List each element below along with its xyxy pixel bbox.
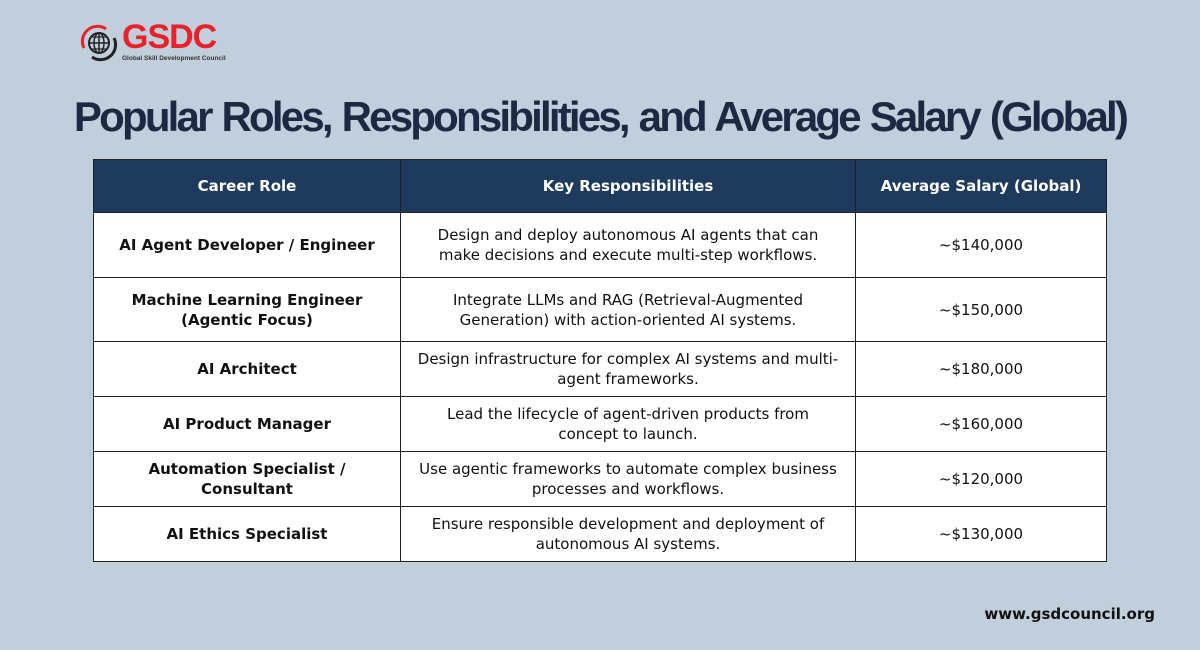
role-cell: AI Product Manager — [93, 396, 401, 452]
role-cell: AI Architect — [93, 341, 401, 397]
responsibilities-cell: Lead the lifecycle of agent-driven produ… — [400, 396, 856, 452]
logo-text: GSDC — [122, 18, 217, 56]
gsdc-logo: GSDC Global Skill Development Council — [78, 18, 228, 64]
role-cell: Automation Specialist / Consultant — [93, 451, 401, 507]
table-row: AI Agent Developer / Engineer Design and… — [93, 212, 1107, 278]
header-key-responsibilities: Key Responsibilities — [400, 159, 856, 213]
salary-cell: ~$140,000 — [855, 212, 1107, 278]
role-cell: AI Agent Developer / Engineer — [93, 212, 401, 278]
role-cell: Machine Learning Engineer (Agentic Focus… — [93, 277, 401, 342]
salary-cell: ~$180,000 — [855, 341, 1107, 397]
salary-cell: ~$160,000 — [855, 396, 1107, 452]
responsibilities-cell: Ensure responsible development and deplo… — [400, 506, 856, 562]
role-cell: AI Ethics Specialist — [93, 506, 401, 562]
salary-cell: ~$150,000 — [855, 277, 1107, 342]
website-url: www.gsdcouncil.org — [984, 605, 1155, 623]
table-row: AI Ethics Specialist Ensure responsible … — [93, 506, 1107, 562]
responsibilities-cell: Design infrastructure for complex AI sys… — [400, 341, 856, 397]
page-title: Popular Roles, Responsibilities, and Ave… — [73, 93, 1129, 140]
logo-subtitle: Global Skill Development Council — [122, 55, 226, 62]
salary-cell: ~$120,000 — [855, 451, 1107, 507]
header-career-role: Career Role — [93, 159, 401, 213]
responsibilities-cell: Design and deploy autonomous AI agents t… — [400, 212, 856, 278]
roles-table: Career Role Key Responsibilities Average… — [93, 159, 1107, 562]
responsibilities-cell: Integrate LLMs and RAG (Retrieval-Augmen… — [400, 277, 856, 342]
salary-cell: ~$130,000 — [855, 506, 1107, 562]
globe-icon — [80, 24, 118, 62]
header-average-salary: Average Salary (Global) — [855, 159, 1107, 213]
table-header-row: Career Role Key Responsibilities Average… — [93, 159, 1107, 213]
table-row: Automation Specialist / Consultant Use a… — [93, 451, 1107, 507]
responsibilities-cell: Use agentic frameworks to automate compl… — [400, 451, 856, 507]
table-row: Machine Learning Engineer (Agentic Focus… — [93, 277, 1107, 342]
table-row: AI Product Manager Lead the lifecycle of… — [93, 396, 1107, 452]
table-row: AI Architect Design infrastructure for c… — [93, 341, 1107, 397]
